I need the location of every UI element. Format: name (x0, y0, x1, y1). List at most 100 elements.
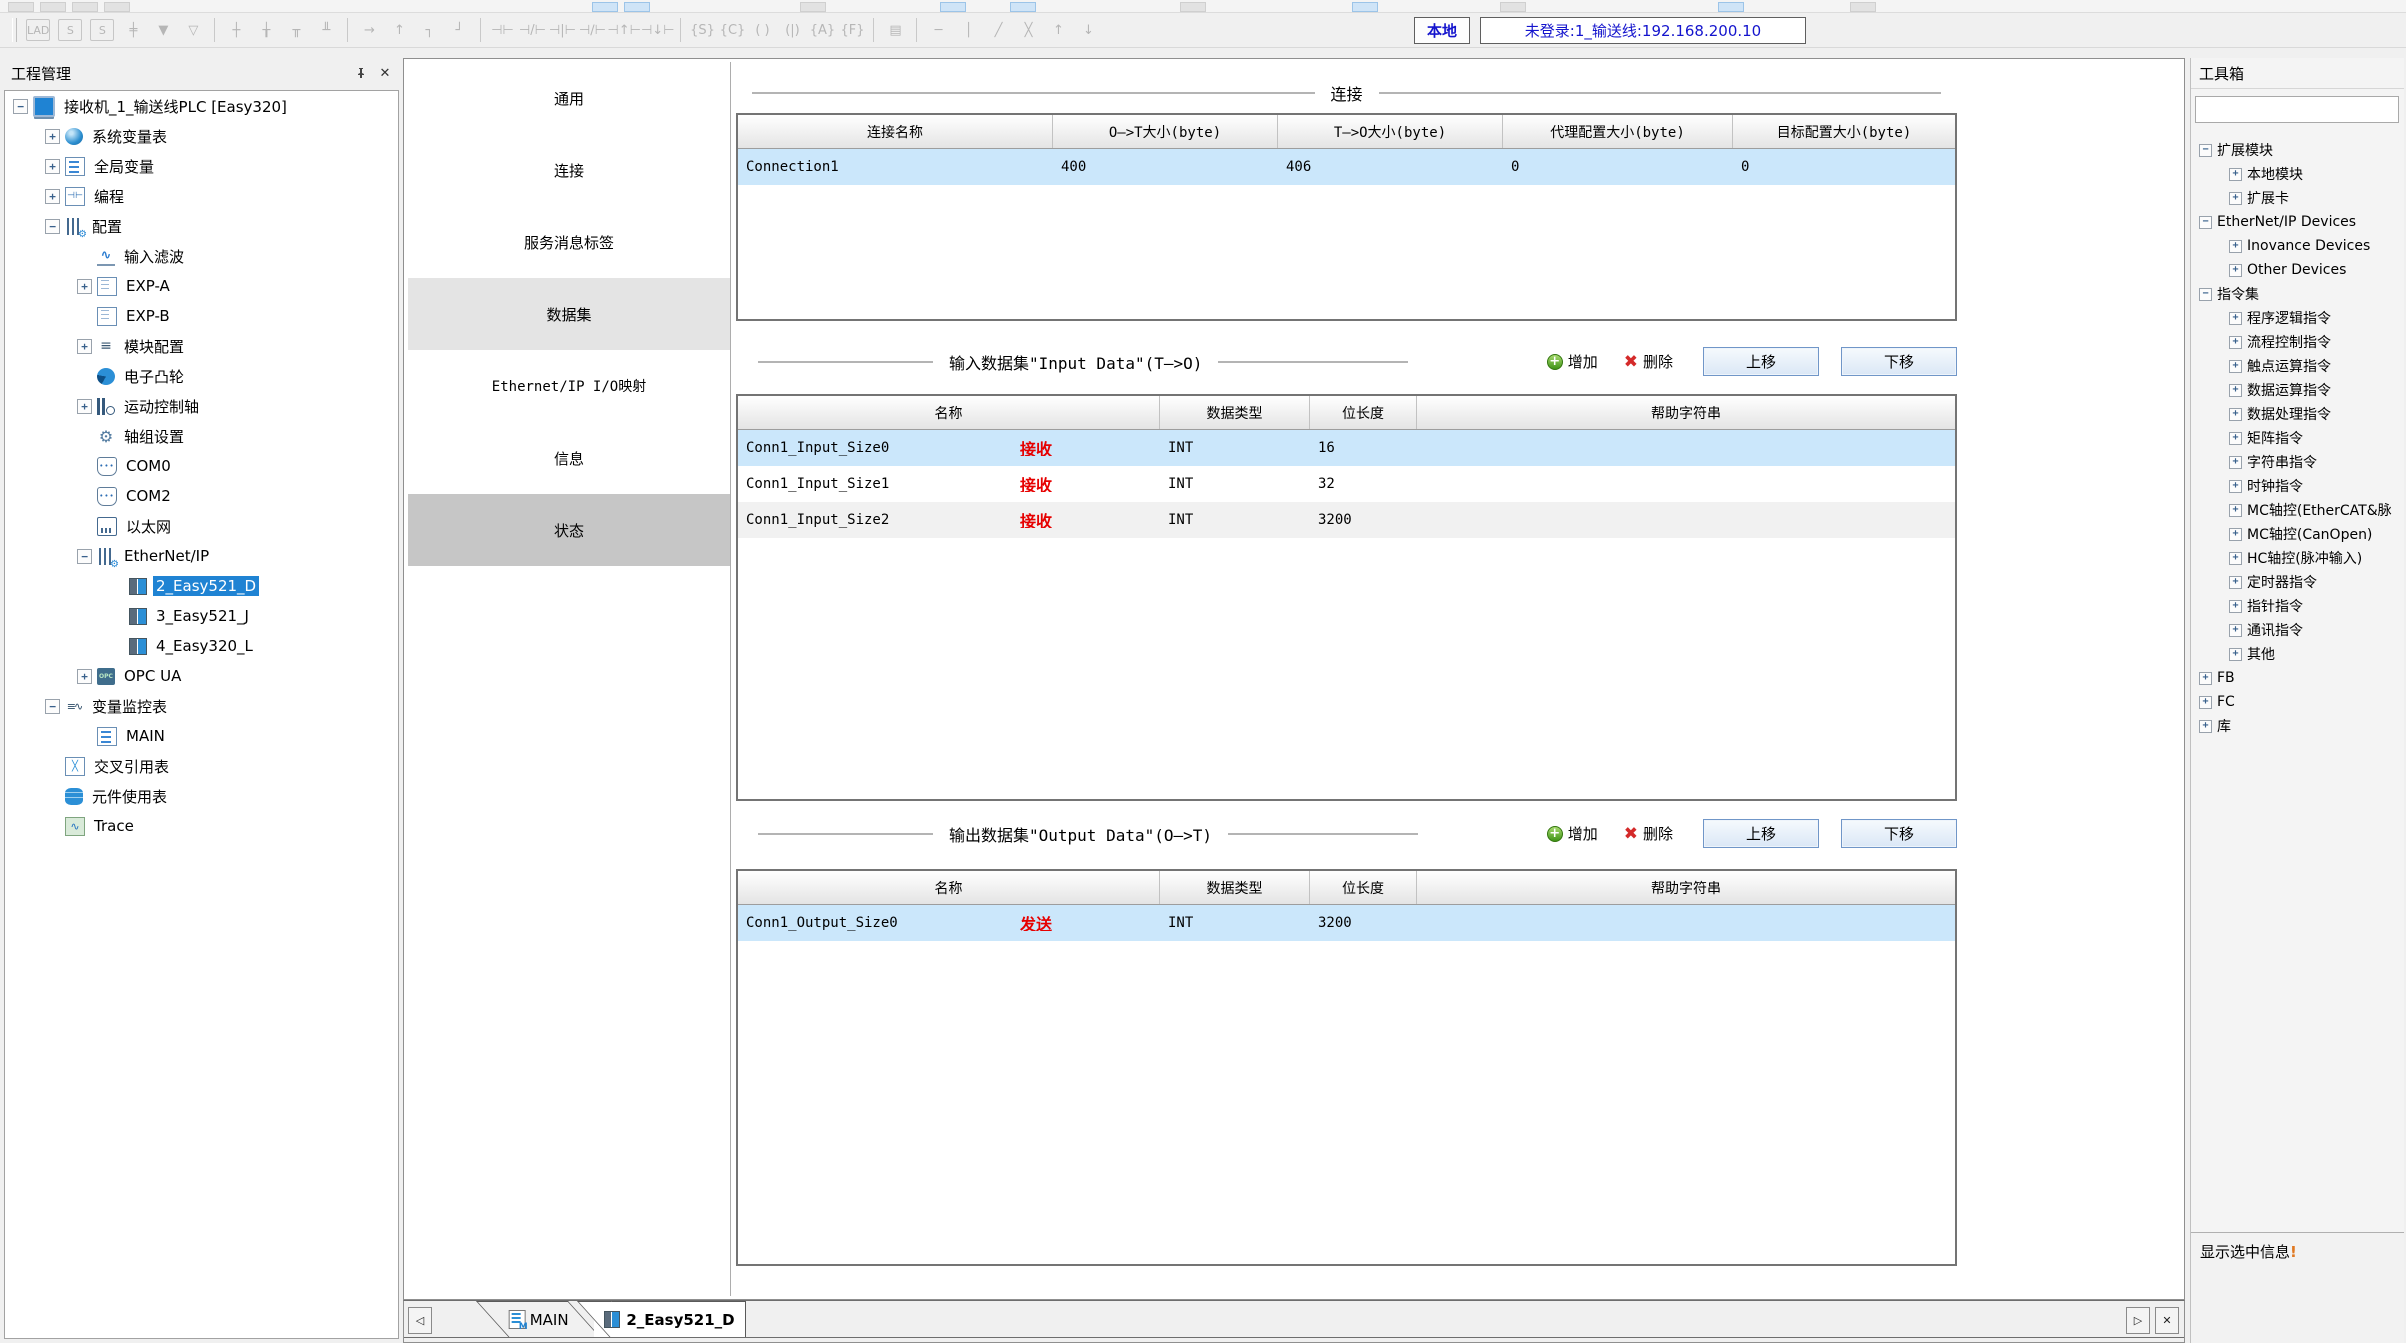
input-move-down-button[interactable]: 下移 (1841, 347, 1957, 376)
device-tab-status[interactable]: 状态 (408, 494, 730, 566)
login-status-box[interactable]: 未登录:1_输送线:192.168.200.10 (1480, 16, 1806, 44)
project-tree-item-ethernet-ip[interactable]: − EtherNet/IP (5, 541, 398, 571)
toolbox-item-clock-instructions[interactable]: + 时钟指令 (2191, 474, 2404, 498)
expander-expand-icon[interactable]: + (2229, 503, 2242, 517)
expander-expand-icon[interactable]: + (45, 128, 60, 144)
toolbox-item-communication-instructions[interactable]: + 通讯指令 (2191, 618, 2404, 642)
move-up-line-icon[interactable]: ↑ (1053, 22, 1064, 38)
toolbox-item-data-processing-instructions[interactable]: + 数据处理指令 (2191, 402, 2404, 426)
delete-row-icon[interactable]: ╨ (322, 22, 331, 38)
expander-expand-icon[interactable]: + (2229, 263, 2242, 277)
line-corner-down-icon[interactable]: ┐ (425, 22, 434, 38)
project-tree-item-device-2-easy521-d[interactable]: 2_Easy521_D (5, 571, 398, 601)
expander-expand-icon[interactable]: + (2229, 599, 2242, 613)
input-delete-button[interactable]: ✖ 删除 (1624, 351, 1673, 372)
output-delete-button[interactable]: ✖ 删除 (1624, 823, 1673, 844)
input-data-row[interactable]: Conn1_Input_Size2 接收 INT 3200 (738, 502, 1955, 538)
expander-expand-icon[interactable]: + (2229, 527, 2242, 541)
expander-expand-icon[interactable]: + (45, 158, 60, 174)
expander-expand-icon[interactable]: + (2229, 479, 2242, 493)
expander-expand-icon[interactable]: + (2229, 239, 2242, 253)
delete-cross-icon[interactable]: ╳ (1024, 22, 1033, 38)
toolbox-item-ethernet-ip-devices[interactable]: − EtherNet/IP Devices (2191, 210, 2404, 234)
lad-editor-icon[interactable]: LAD (26, 19, 51, 41)
contact-no-icon[interactable]: ⊣⊢ (491, 22, 514, 38)
expander-expand-icon[interactable]: + (2199, 671, 2212, 685)
move-down-line-icon[interactable]: ↓ (1083, 22, 1094, 38)
contact-nc-icon[interactable]: ⊣/⊢ (518, 22, 546, 38)
toolbox-item-flow-control-instructions[interactable]: + 流程控制指令 (2191, 330, 2404, 354)
sfc-block-icon[interactable]: S (58, 19, 83, 41)
toolbox-item-other-devices[interactable]: + Other Devices (2191, 258, 2404, 282)
output-add-button[interactable]: + 增加 (1546, 823, 1598, 844)
expander-collapse-icon[interactable]: − (13, 98, 28, 114)
project-tree-item-plc-device[interactable]: − 接收机_1_输送线PLC [Easy320] (5, 91, 398, 121)
expander-collapse-icon[interactable]: − (2199, 143, 2212, 157)
tab-scroll-right-button[interactable]: ▷ (2126, 1307, 2150, 1334)
line-right-icon[interactable]: → (363, 22, 375, 38)
device-tab-connection[interactable]: 连接 (553, 161, 584, 180)
pin-icon[interactable] (351, 64, 371, 82)
output-move-down-button[interactable]: 下移 (1841, 819, 1957, 848)
project-tree-item-element-usage-table[interactable]: 元件使用表 (5, 781, 398, 811)
toolbox-item-matrix-instructions[interactable]: + 矩阵指令 (2191, 426, 2404, 450)
local-mode-button[interactable]: 本地 (1413, 16, 1470, 44)
toolbox-item-instruction-set[interactable]: − 指令集 (2191, 282, 2404, 306)
coil-out-icon[interactable]: ( ) (755, 22, 770, 38)
coil-f-icon[interactable]: {F} (840, 22, 865, 38)
toolbox-item-string-instructions[interactable]: + 字符串指令 (2191, 450, 2404, 474)
project-tree-item-variable-watch-table[interactable]: − 变量监控表 (5, 691, 398, 721)
project-tree-item-module-config[interactable]: + 模块配置 (5, 331, 398, 361)
project-tree-item-electronic-cam[interactable]: 电子凸轮 (5, 361, 398, 391)
toolbox-item-contact-operation-instructions[interactable]: + 触点运算指令 (2191, 354, 2404, 378)
expander-collapse-icon[interactable]: − (2199, 215, 2212, 229)
connection-row[interactable]: Connection1 400 406 0 0 (738, 149, 1955, 185)
expander-collapse-icon[interactable]: − (77, 548, 92, 564)
toolbox-item-data-operation-instructions[interactable]: + 数据运算指令 (2191, 378, 2404, 402)
contact-falling-icon[interactable]: ⊣↓⊢ (640, 22, 675, 38)
toolbox-item-hc-axis-pulse[interactable]: + HC轴控(脉冲输入) (2191, 546, 2404, 570)
expander-expand-icon[interactable]: + (2229, 383, 2242, 397)
project-tree-item-device-4-easy320-l[interactable]: 4_Easy320_L (5, 631, 398, 661)
tab-2-easy521-d[interactable]: 2_Easy521_D (594, 1301, 746, 1337)
coil-reset-icon[interactable]: {C} (719, 22, 746, 38)
project-tree-item-main-watch-table[interactable]: MAIN (5, 721, 398, 751)
project-tree-item-exp-a[interactable]: + EXP-A (5, 271, 398, 301)
line-corner-up-icon[interactable]: ┘ (455, 22, 464, 38)
toolbox-filter-box[interactable] (2195, 96, 2399, 123)
expander-collapse-icon[interactable]: − (2199, 287, 2212, 301)
project-tree-item-ethernet[interactable]: 以太网 (5, 511, 398, 541)
expander-expand-icon[interactable]: + (2229, 431, 2242, 445)
toolbox-item-mc-axis-ethercat[interactable]: + MC轴控(EtherCAT&脉 (2191, 498, 2404, 522)
expander-expand-icon[interactable]: + (2229, 191, 2242, 205)
expander-expand-icon[interactable]: + (2229, 647, 2242, 661)
coil-set-icon[interactable]: {S} (690, 22, 715, 38)
toolbox-item-library[interactable]: + 库 (2191, 714, 2404, 738)
project-tree-item-input-filter[interactable]: 输入滤波 (5, 241, 398, 271)
project-tree-item-device-3-easy521-j[interactable]: 3_Easy521_J (5, 601, 398, 631)
line-up-icon[interactable]: ↑ (393, 22, 405, 38)
toolbox-item-others[interactable]: + 其他 (2191, 642, 2404, 666)
toolbox-item-local-modules[interactable]: + 本地模块 (2191, 162, 2404, 186)
device-tab-eip-io-mapping[interactable]: Ethernet/IP I/O映射 (491, 379, 647, 395)
insert-rung-below-icon[interactable]: ╁ (262, 22, 271, 38)
coil-a-icon[interactable]: {A} (809, 22, 836, 38)
tab-scroll-left-button[interactable]: ◁ (408, 1307, 432, 1334)
device-tab-dataset[interactable]: 数据集 (408, 278, 730, 350)
insert-node-icon[interactable]: ╪ (129, 22, 138, 38)
expander-expand-icon[interactable]: + (2229, 407, 2242, 421)
expander-expand-icon[interactable]: + (2199, 719, 2212, 733)
vline-icon[interactable]: │ (964, 22, 973, 38)
device-tab-info[interactable]: 信息 (553, 449, 584, 468)
expander-expand-icon[interactable]: + (2229, 167, 2242, 181)
toolbox-item-fc[interactable]: + FC (2191, 690, 2404, 714)
project-tree-item-configuration[interactable]: − 配置 (5, 211, 398, 241)
output-move-up-button[interactable]: 上移 (1703, 819, 1819, 848)
contact-rising-icon[interactable]: ⊣↑⊢ (607, 22, 641, 38)
project-tree-item-com0[interactable]: COM0 (5, 451, 398, 481)
expander-expand-icon[interactable]: + (2229, 455, 2242, 469)
insert-down-hollow-icon[interactable]: ▽ (188, 22, 199, 38)
expander-collapse-icon[interactable]: − (45, 218, 60, 234)
expander-expand-icon[interactable]: + (77, 398, 92, 414)
toolbox-item-expansion-cards[interactable]: + 扩展卡 (2191, 186, 2404, 210)
